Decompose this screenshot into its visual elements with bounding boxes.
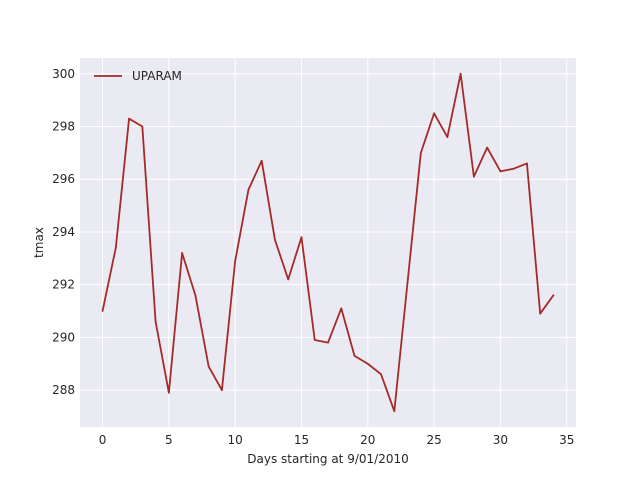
data-point [194,294,197,297]
data-point [300,236,303,239]
data-point [101,310,104,312]
data-point [552,294,555,297]
series-layer [101,72,555,413]
data-point [459,72,462,75]
y-axis-ticks: 288 290 292 294 296 298 300 [52,67,75,397]
x-tick-label: 25 [426,433,441,447]
data-point [526,162,528,165]
data-point [167,391,170,394]
x-tick-label: 35 [559,433,574,447]
x-tick-label: 0 [99,433,107,447]
data-point [313,339,316,341]
data-point [472,175,475,178]
data-point [539,312,542,315]
y-tick-label: 296 [52,172,75,186]
data-point [446,136,449,138]
data-point [287,278,290,281]
data-point [207,365,210,368]
y-tick-label: 292 [52,278,75,292]
data-point [419,151,422,154]
data-point [512,167,515,170]
data-point [499,170,502,173]
y-tick-label: 294 [52,225,75,239]
data-point [234,260,237,262]
x-axis-label: Days starting at 9/01/2010 [247,452,408,466]
data-point [274,238,276,241]
y-tick-label: 298 [52,120,75,134]
data-point [353,354,356,357]
grid-lines [80,58,576,427]
data-point [366,362,369,365]
y-axis-label: tmax [32,227,46,258]
data-point [433,112,435,115]
x-tick-label: 15 [294,433,309,447]
legend-label: UPARAM [132,69,182,83]
data-point [327,341,329,344]
y-tick-label: 300 [52,67,75,81]
data-point [393,410,396,413]
data-point [181,252,184,254]
y-tick-label: 288 [52,383,75,397]
data-point [114,246,117,249]
data-point [128,117,130,120]
data-point [221,389,223,391]
data-point [141,125,144,128]
x-tick-label: 30 [493,433,508,447]
data-point [247,188,250,191]
data-point [486,146,489,149]
x-tick-label: 20 [360,433,375,447]
data-point [406,281,409,283]
y-tick-label: 290 [52,330,75,344]
legend: UPARAM [94,69,182,83]
data-point [260,159,263,162]
plot-area [80,58,576,427]
x-axis-ticks: 0 5 10 15 20 25 30 35 [99,433,575,447]
x-tick-label: 5 [165,433,173,447]
x-tick-label: 10 [228,433,243,447]
data-point [340,307,343,310]
data-point [154,320,157,323]
data-point [380,373,382,376]
